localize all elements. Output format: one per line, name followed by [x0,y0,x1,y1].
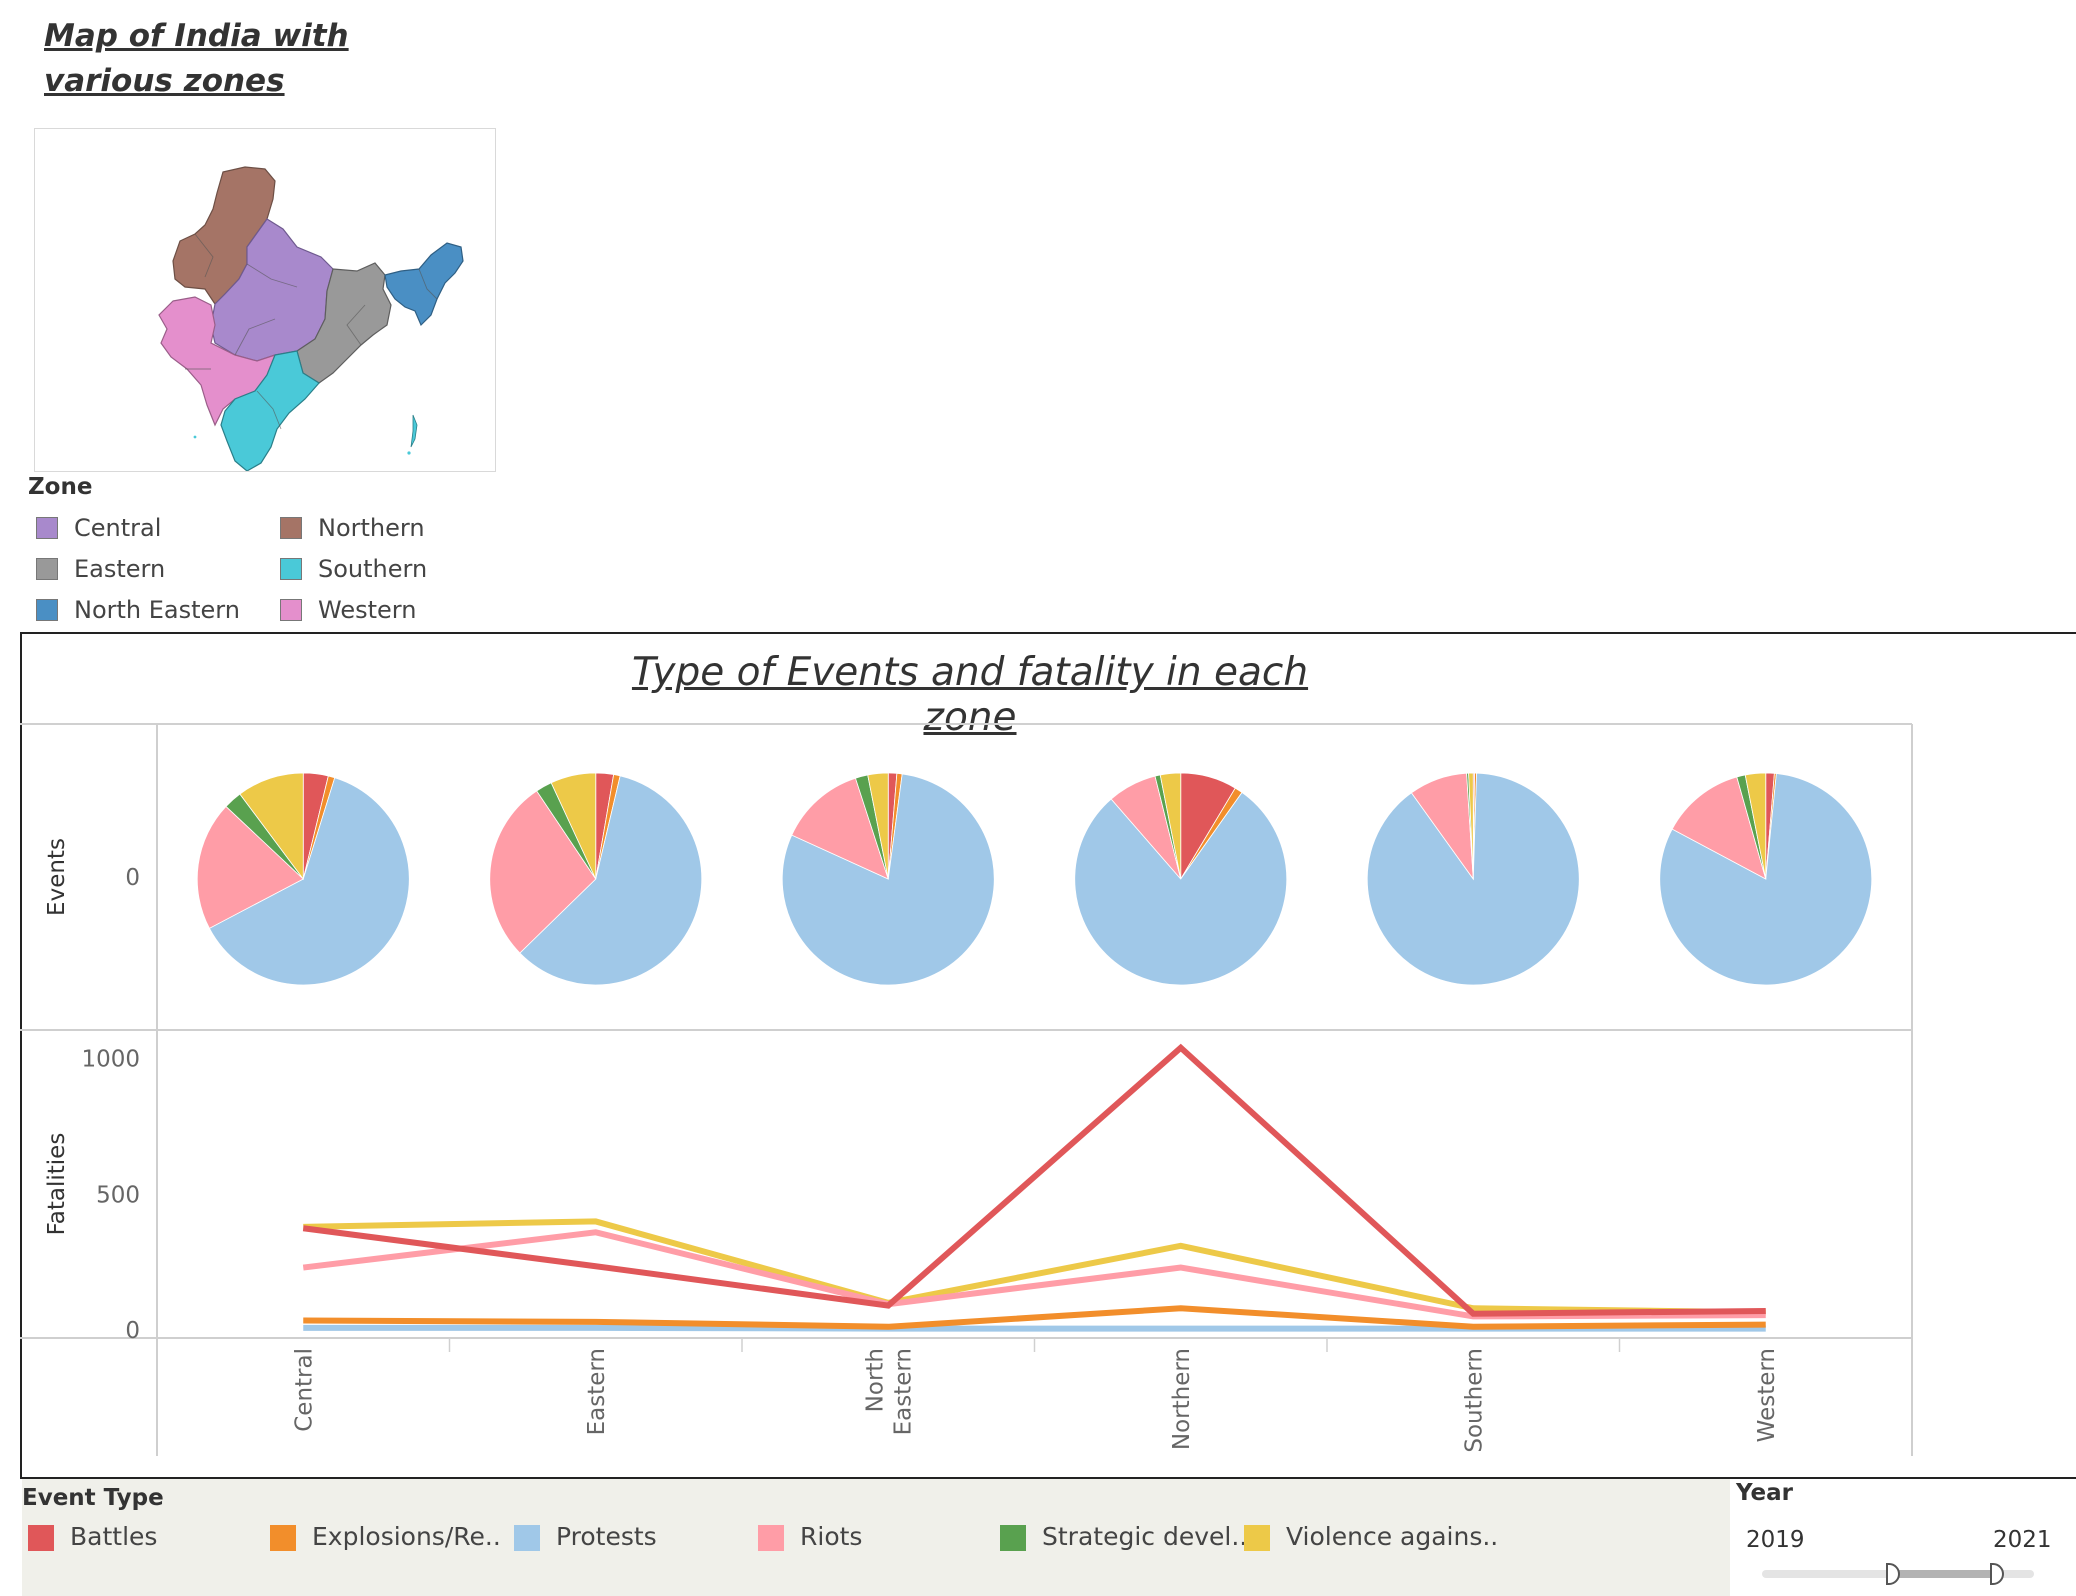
x-category-label: Northern [1169,1348,1195,1450]
zone-label: Western [318,596,417,624]
zone-swatch [36,517,58,539]
india-zone-map[interactable] [34,128,496,472]
event-type-legend [22,1479,1730,1596]
zone-swatch [36,599,58,621]
pie-southern[interactable] [1366,772,1580,986]
map-region-north-eastern[interactable] [384,242,464,327]
event-swatch [758,1525,784,1551]
map-region-islands [410,414,418,448]
series-line-violence-agains-[interactable] [303,1218,1766,1316]
pie-slice[interactable] [208,777,410,986]
pie-slice[interactable] [519,775,703,986]
x-category-label: NorthEastern [862,1348,916,1435]
zone-legend-title: Zone [28,474,93,500]
year-slider-handle-start[interactable] [1886,1563,1900,1585]
pie-charts [196,772,1873,986]
pie-slice[interactable] [791,777,889,880]
x-category-label: Central [291,1348,317,1432]
pie-slice[interactable] [550,772,597,880]
zone-label: Eastern [74,555,166,583]
pie-slice[interactable] [1671,776,1767,880]
pie-central[interactable] [196,772,410,986]
dashboard-title: Type of Events and fatality in each zone [631,650,1309,740]
pie-y-tick-label: 0 [125,865,140,891]
line-y-tick-label: 1000 [81,1047,140,1073]
event-label: Riots [800,1522,863,1551]
pie-slice[interactable] [1468,772,1474,880]
pie-slice[interactable] [867,772,889,880]
map-region-southern[interactable] [220,350,320,472]
dashboard-frame [20,632,2076,1479]
pie-northern[interactable] [1074,772,1288,986]
year-filter-max: 2021 [1993,1527,2052,1553]
pie-slice[interactable] [489,790,597,954]
line-y-tick-label: 500 [96,1182,140,1208]
line-y-axis-label: Fatalities [44,1133,70,1236]
pie-western[interactable] [1659,772,1873,986]
event-type-legend-title: Event Type [22,1485,164,1511]
zone-swatch [280,517,302,539]
zone-swatch [280,558,302,580]
pie-y-axis-label: Events [44,838,70,916]
event-label: Battles [70,1522,158,1551]
zone-swatch [36,558,58,580]
zone-label: Central [74,514,162,542]
x-category-label: Southern [1461,1348,1487,1453]
event-label: Violence agains.. [1286,1522,1499,1551]
event-label: Protests [556,1522,657,1551]
event-label: Explosions/Re.. [312,1522,501,1551]
zone-label: Northern [318,514,425,542]
pie-slice[interactable] [1074,791,1288,986]
chart-frames [20,723,1913,1456]
year-filter-title: Year [1736,1480,1794,1506]
pie-slice[interactable] [239,772,304,881]
event-label: Strategic devel.. [1042,1522,1248,1551]
pie-eastern[interactable] [489,772,703,986]
series-line-explosions-re-[interactable] [303,1305,1766,1330]
line-y-tick-label: 0 [125,1318,140,1344]
pie-north-eastern[interactable] [781,772,995,986]
map-title: Map of India with various zones [44,18,349,99]
charts-canvas: Events 0 Fatalities 0 500 1000 Central Eastern N… [20,723,1913,1456]
india-map-graphic [158,166,464,472]
series-line-battles[interactable] [302,1043,1766,1317]
event-swatch [28,1525,54,1551]
chart-labels: Events 0 Fatalities 0 500 1000 Central Eastern N… [44,838,1780,1453]
pie-slice[interactable] [1159,772,1182,880]
zone-label: Southern [318,555,428,583]
year-filter-min: 2019 [1746,1527,1805,1553]
line-chart [302,1043,1766,1332]
event-swatch [514,1525,540,1551]
year-slider-handle-end[interactable] [1990,1563,2004,1585]
x-category-label: Eastern [584,1348,610,1435]
event-swatch [270,1525,296,1551]
year-slider-range[interactable] [1892,1570,1996,1578]
pie-slice[interactable] [1744,772,1767,880]
event-swatch [1244,1525,1270,1551]
pie-slice[interactable] [781,773,995,986]
event-swatch [1000,1525,1026,1551]
zone-swatch [280,599,302,621]
map-region-eastern[interactable] [296,262,392,384]
zone-label: North Eastern [74,596,240,624]
pie-slice[interactable] [196,805,304,929]
x-category-label: Western [1754,1348,1780,1442]
